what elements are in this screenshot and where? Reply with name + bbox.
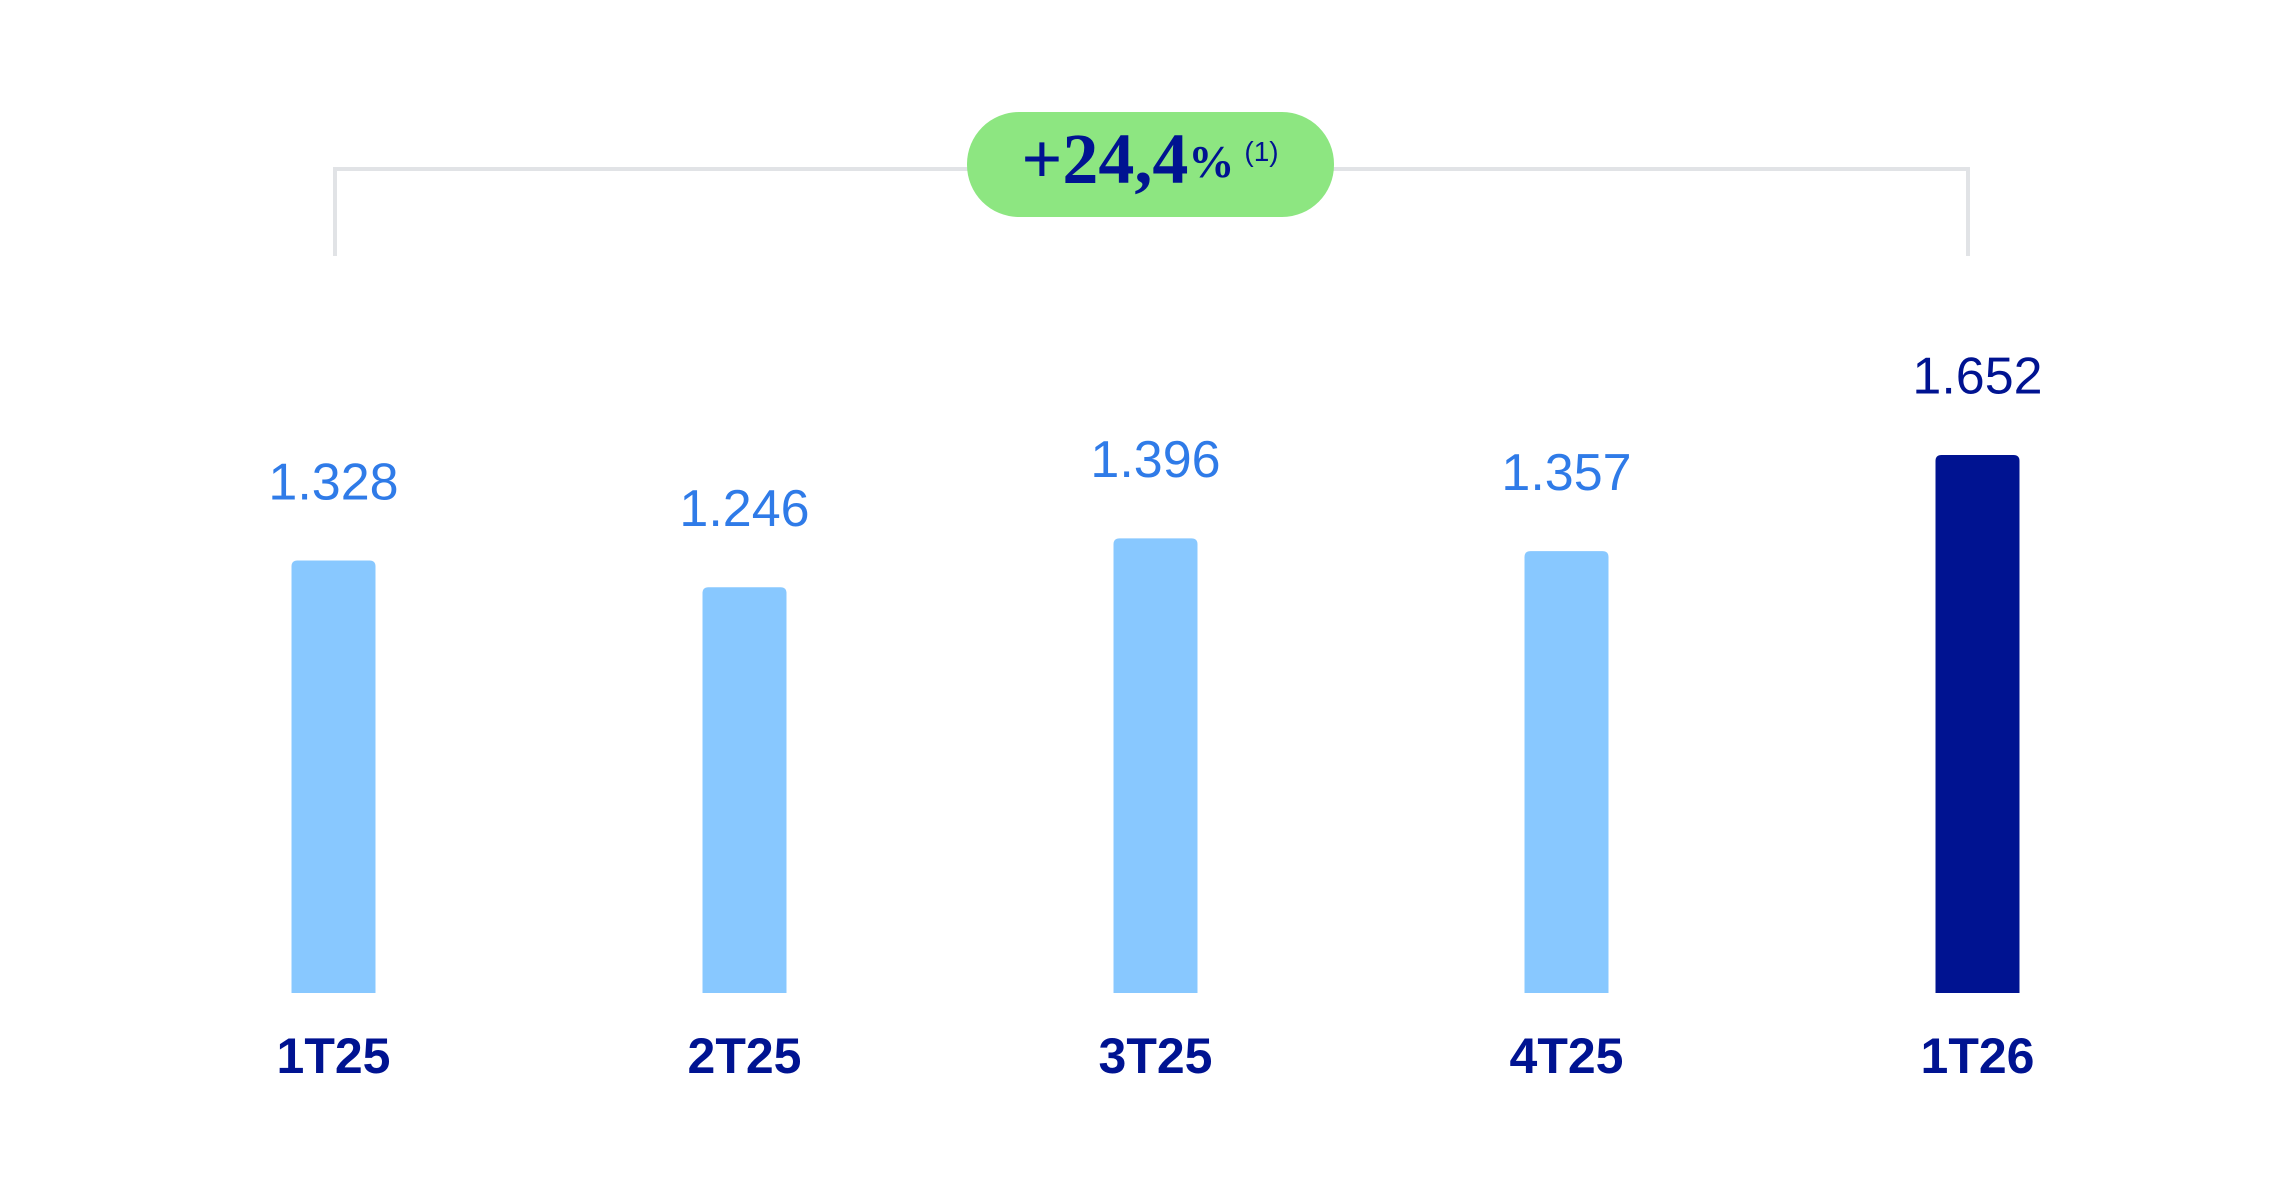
value-label: 1.652 — [1912, 348, 2042, 406]
growth-badge — [967, 112, 1334, 217]
x-tick-label: 4T25 — [1510, 1028, 1624, 1084]
growth-value: +24,4 — [1021, 119, 1188, 199]
growth-annotation: +24,4% (1) — [1021, 119, 1278, 199]
bar — [291, 560, 376, 993]
x-tick-label: 3T25 — [1099, 1028, 1213, 1084]
x-tick-label: 1T25 — [277, 1028, 391, 1084]
bar — [1524, 551, 1609, 993]
bar — [1935, 455, 2020, 993]
footnote-ref: (1) — [1244, 136, 1278, 167]
value-label: 1.396 — [1090, 431, 1220, 489]
bar — [1113, 538, 1198, 993]
bar — [702, 587, 787, 993]
value-label: 1.246 — [679, 480, 809, 538]
x-tick-label: 1T26 — [1921, 1028, 2035, 1084]
value-label: 1.328 — [268, 453, 398, 511]
growth-unit: % — [1188, 136, 1234, 187]
value-label: 1.357 — [1501, 444, 1631, 502]
x-tick-label: 2T25 — [688, 1028, 802, 1084]
